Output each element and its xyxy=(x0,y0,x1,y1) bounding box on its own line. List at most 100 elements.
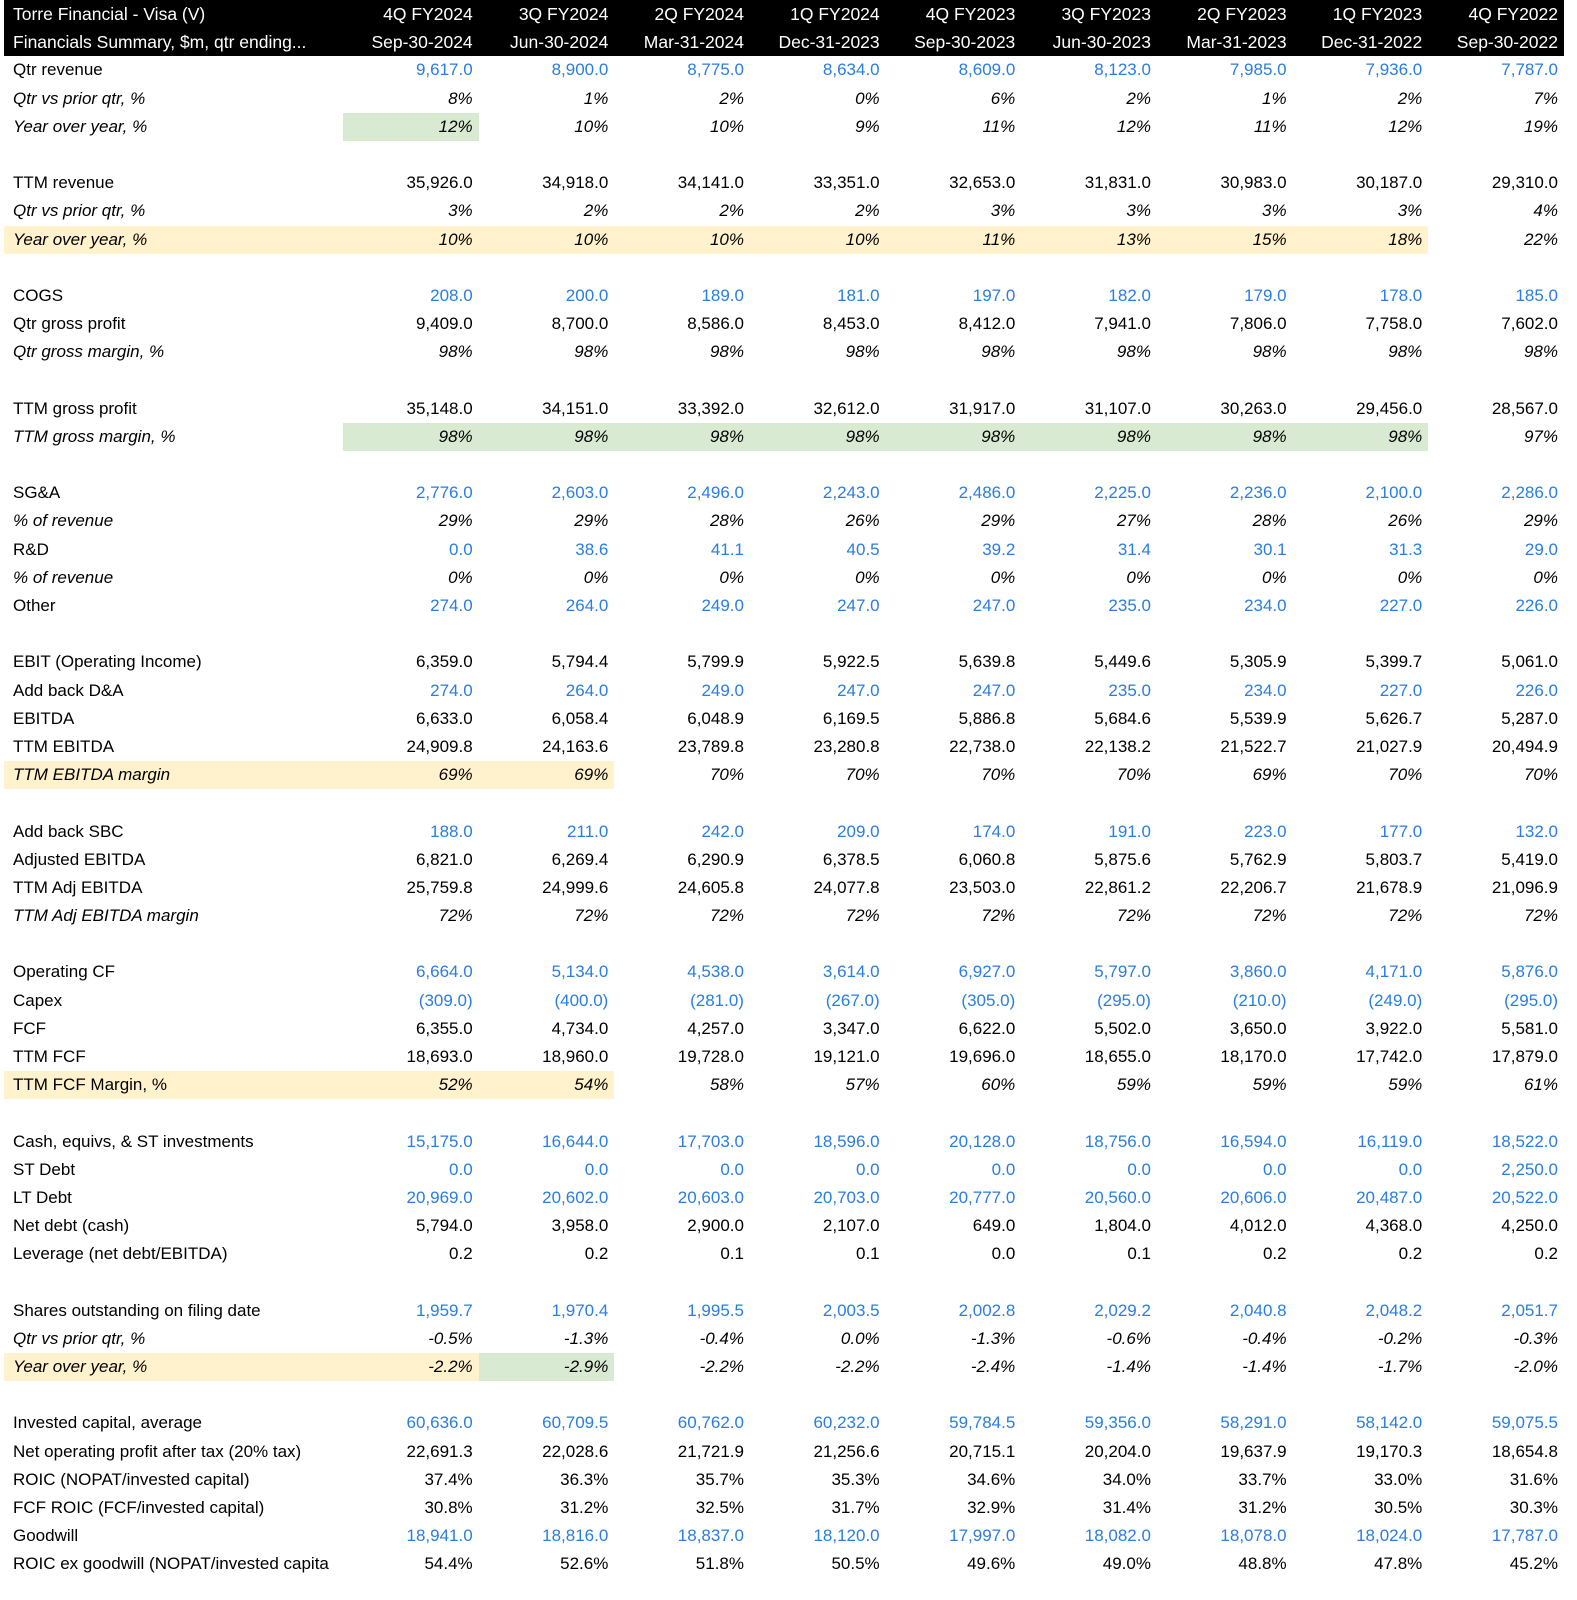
value-cell: 2,776.0 xyxy=(415,483,473,503)
value-cell: 4% xyxy=(1533,201,1558,221)
value-cell: 98% xyxy=(614,422,750,451)
value-cell: 50.5% xyxy=(831,1554,880,1574)
table-row: Operating CF 6,664.0 5,134.0 4,538.0 3,614.0… xyxy=(4,958,1564,986)
empty-cell xyxy=(1157,1381,1293,1409)
value-cell: 177.0 xyxy=(1379,821,1423,841)
value-cell: 26% xyxy=(845,511,880,531)
table-row: Qtr revenue 9,617.0 8,900.0 8,775.0 8,634.0 8… xyxy=(4,56,1564,84)
empty-cell xyxy=(343,930,479,958)
header-date: Dec-31-2023 xyxy=(749,28,886,57)
value-cell: 45.2% xyxy=(1509,1554,1558,1574)
value-cell: 223.0 xyxy=(1244,821,1287,841)
empty-cell xyxy=(614,620,750,648)
spacer-row xyxy=(4,1099,1564,1127)
value-cell: 29,456.0 xyxy=(1356,398,1423,418)
value-cell: 98% xyxy=(1292,422,1429,451)
empty-cell xyxy=(1428,254,1564,282)
value-cell: 0.0 xyxy=(720,1159,744,1179)
value-cell: 98% xyxy=(1523,342,1558,362)
value-cell: 8,900.0 xyxy=(551,60,609,80)
row-label: TTM FCF Margin, % xyxy=(4,1071,344,1100)
empty-cell xyxy=(886,1099,1022,1127)
value-cell: 2,048.2 xyxy=(1365,1300,1423,1320)
row-label: Qtr gross profit xyxy=(13,314,126,334)
empty-cell xyxy=(886,254,1022,282)
table-row: TTM FCF Margin, % 52% 54% 58% 57% 60% 59% 59% 59… xyxy=(4,1071,1564,1100)
value-cell: 0% xyxy=(855,88,880,108)
value-cell: 5,876.0 xyxy=(1501,962,1558,982)
row-label: Net operating profit after tax (20% tax) xyxy=(13,1441,302,1461)
value-cell: 5,305.9 xyxy=(1229,652,1287,672)
empty-cell xyxy=(479,141,615,169)
empty-cell xyxy=(1293,366,1429,394)
empty-cell xyxy=(1428,789,1564,817)
value-cell: 2,486.0 xyxy=(958,483,1016,503)
empty-cell xyxy=(1157,451,1293,479)
value-cell: 31.4% xyxy=(1102,1498,1151,1518)
empty-cell xyxy=(886,141,1022,169)
row-label: TTM EBITDA margin xyxy=(4,761,344,790)
header-date: Mar-31-2024 xyxy=(614,28,750,57)
value-cell: 0.0% xyxy=(840,1328,880,1348)
value-cell: 5,134.0 xyxy=(551,962,609,982)
value-cell: 34,918.0 xyxy=(542,173,609,193)
value-cell: 189.0 xyxy=(701,285,744,305)
value-cell: 59% xyxy=(1252,1075,1287,1095)
table-row: ROIC (NOPAT/invested capital) 37.4% 36.3% 3… xyxy=(4,1466,1564,1494)
value-cell: 15,175.0 xyxy=(406,1131,473,1151)
table-row: Adjusted EBITDA 6,821.0 6,269.4 6,290.9 6,37… xyxy=(4,846,1564,874)
value-cell: 60,709.5 xyxy=(542,1413,609,1433)
value-cell: 6,664.0 xyxy=(415,962,473,982)
value-cell: 98% xyxy=(981,342,1016,362)
value-cell: 8,634.0 xyxy=(822,60,880,80)
value-cell: 0.0 xyxy=(449,539,473,559)
value-cell: 29% xyxy=(574,511,609,531)
row-label: TTM gross margin, % xyxy=(13,426,176,446)
empty-cell xyxy=(886,451,1022,479)
value-cell: 20,602.0 xyxy=(542,1187,609,1207)
value-cell: 21,678.9 xyxy=(1356,877,1423,897)
value-cell: 200.0 xyxy=(565,285,609,305)
value-cell: 132.0 xyxy=(1515,821,1558,841)
value-cell: 9% xyxy=(855,116,880,136)
empty-cell xyxy=(479,254,615,282)
value-cell: 7,758.0 xyxy=(1365,314,1423,334)
value-cell: 21,256.6 xyxy=(813,1441,880,1461)
value-cell: 0.0 xyxy=(991,1159,1016,1179)
value-cell: 30.5% xyxy=(1374,1498,1423,1518)
value-cell: 0.0 xyxy=(1127,1159,1151,1179)
value-cell: 2,003.5 xyxy=(822,1300,880,1320)
empty-cell xyxy=(886,620,1022,648)
row-label: Other xyxy=(13,596,56,616)
table-row: Qtr gross profit 9,409.0 8,700.0 8,586.0 8,4… xyxy=(4,310,1564,338)
empty-cell xyxy=(479,620,615,648)
value-cell: 35.3% xyxy=(831,1469,880,1489)
value-cell: 72% xyxy=(438,906,473,926)
value-cell: 3,614.0 xyxy=(822,962,880,982)
value-cell: 188.0 xyxy=(430,821,473,841)
value-cell: 3,860.0 xyxy=(1229,962,1287,982)
spacer-row xyxy=(4,366,1564,394)
value-cell: 33.7% xyxy=(1238,1469,1287,1489)
value-cell: 5,684.6 xyxy=(1094,708,1151,728)
value-cell: 20,715.1 xyxy=(949,1441,1016,1461)
value-cell: 2,100.0 xyxy=(1365,483,1423,503)
empty-cell xyxy=(1293,1268,1429,1296)
row-label: Net debt (cash) xyxy=(13,1216,130,1236)
value-cell: 24,077.8 xyxy=(813,877,880,897)
value-cell: 0% xyxy=(719,567,744,587)
value-cell: 2% xyxy=(1397,88,1423,108)
value-cell: 19% xyxy=(1523,116,1558,136)
empty-cell xyxy=(1021,620,1157,648)
value-cell: 20,522.0 xyxy=(1491,1187,1558,1207)
value-cell: 7% xyxy=(1533,88,1558,108)
table-row: TTM gross profit 35,148.0 34,151.0 33,392.0… xyxy=(4,395,1564,423)
value-cell: 72% xyxy=(845,906,880,926)
value-cell: (267.0) xyxy=(825,990,880,1010)
value-cell: 1% xyxy=(1262,88,1287,108)
value-cell: 0% xyxy=(1262,567,1287,587)
value-cell: 247.0 xyxy=(972,596,1016,616)
table-row: Qtr gross margin, % 98% 98% 98% 98% 98% 98% 98%… xyxy=(4,338,1564,366)
empty-cell xyxy=(1021,366,1157,394)
